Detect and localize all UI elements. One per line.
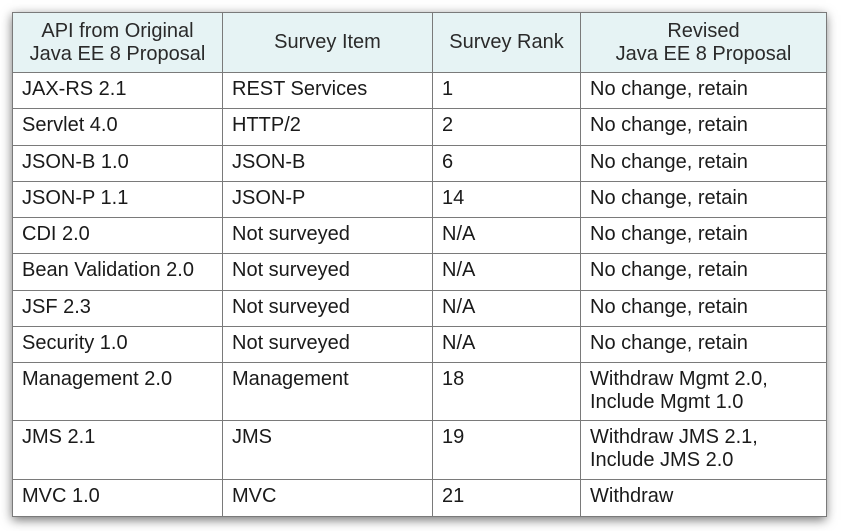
- cell-survey-item: MVC: [222, 478, 433, 518]
- cell-survey-item: REST Services: [222, 71, 433, 110]
- cell-survey-rank: 19: [432, 420, 581, 480]
- cell-survey-rank: 2: [432, 108, 581, 146]
- cell-survey-item: HTTP/2: [222, 108, 433, 146]
- table-row: JSF 2.3 Not surveyed N/A No change, reta…: [12, 289, 827, 328]
- table-header: API from Original Java EE 8 Proposal Sur…: [12, 12, 827, 73]
- cell-revised: No change, retain: [580, 289, 827, 328]
- cell-revised: No change, retain: [580, 217, 827, 255]
- table-row: MVC 1.0 MVC 21 Withdraw: [12, 478, 827, 518]
- cell-revised: No change, retain: [580, 326, 827, 364]
- cell-api: JAX-RS 2.1: [12, 71, 223, 110]
- cell-api: JSF 2.3: [12, 289, 223, 328]
- cell-survey-rank: 14: [432, 180, 581, 219]
- cell-api: Security 1.0: [12, 326, 223, 364]
- header-revised-proposal: Revised Java EE 8 Proposal: [580, 12, 827, 73]
- cell-revised: No change, retain: [580, 108, 827, 146]
- cell-revised: No change, retain: [580, 144, 827, 182]
- cell-survey-item: Not surveyed: [222, 326, 433, 364]
- cell-api: CDI 2.0: [12, 217, 223, 255]
- table-row: JMS 2.1 JMS 19 Withdraw JMS 2.1, Include…: [12, 420, 827, 480]
- cell-revised: Withdraw: [580, 478, 827, 518]
- cell-survey-item: JMS: [222, 420, 433, 480]
- table-row: JSON-P 1.1 JSON-P 14 No change, retain: [12, 180, 827, 219]
- cell-survey-rank: 21: [432, 478, 581, 518]
- cell-revised: Withdraw Mgmt 2.0, Include Mgmt 1.0: [580, 362, 827, 422]
- cell-survey-item: Not surveyed: [222, 289, 433, 328]
- cell-survey-item: JSON-B: [222, 144, 433, 182]
- cell-survey-rank: N/A: [432, 217, 581, 255]
- cell-api: JSON-P 1.1: [12, 180, 223, 219]
- cell-revised: Withdraw JMS 2.1, Include JMS 2.0: [580, 420, 827, 480]
- cell-survey-rank: N/A: [432, 289, 581, 328]
- cell-survey-item: Management: [222, 362, 433, 422]
- cell-revised: No change, retain: [580, 253, 827, 291]
- table-row: CDI 2.0 Not surveyed N/A No change, reta…: [12, 217, 827, 255]
- cell-survey-item: JSON-P: [222, 180, 433, 219]
- cell-api: MVC 1.0: [12, 478, 223, 518]
- cell-survey-rank: 6: [432, 144, 581, 182]
- cell-survey-rank: 18: [432, 362, 581, 422]
- header-survey-item: Survey Item: [222, 12, 433, 73]
- cell-api: Servlet 4.0: [12, 108, 223, 146]
- header-row: API from Original Java EE 8 Proposal Sur…: [12, 12, 827, 73]
- cell-survey-item: Not surveyed: [222, 217, 433, 255]
- cell-survey-item: Not surveyed: [222, 253, 433, 291]
- cell-api: Bean Validation 2.0: [12, 253, 223, 291]
- cell-api: Management 2.0: [12, 362, 223, 422]
- header-original-api: API from Original Java EE 8 Proposal: [12, 12, 223, 73]
- cell-api: JMS 2.1: [12, 420, 223, 480]
- table-row: JSON-B 1.0 JSON-B 6 No change, retain: [12, 144, 827, 182]
- header-survey-rank: Survey Rank: [432, 12, 581, 73]
- table-row: Management 2.0 Management 18 Withdraw Mg…: [12, 362, 827, 422]
- table-row: Bean Validation 2.0 Not surveyed N/A No …: [12, 253, 827, 291]
- cell-survey-rank: N/A: [432, 326, 581, 364]
- cell-api: JSON-B 1.0: [12, 144, 223, 182]
- cell-survey-rank: N/A: [432, 253, 581, 291]
- table-row: Servlet 4.0 HTTP/2 2 No change, retain: [12, 108, 827, 146]
- java-ee8-proposal-table: API from Original Java EE 8 Proposal Sur…: [12, 12, 827, 518]
- proposal-table-frame: API from Original Java EE 8 Proposal Sur…: [12, 12, 827, 518]
- table-body: JAX-RS 2.1 REST Services 1 No change, re…: [12, 71, 827, 518]
- table-row: Security 1.0 Not surveyed N/A No change,…: [12, 326, 827, 364]
- table-row: JAX-RS 2.1 REST Services 1 No change, re…: [12, 71, 827, 110]
- cell-revised: No change, retain: [580, 180, 827, 219]
- cell-revised: No change, retain: [580, 71, 827, 110]
- cell-survey-rank: 1: [432, 71, 581, 110]
